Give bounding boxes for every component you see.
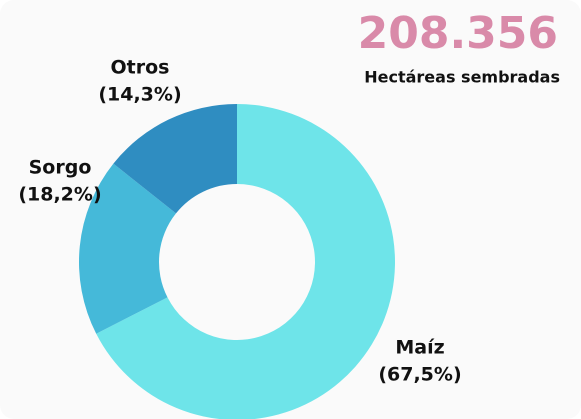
slice xyxy=(113,104,237,214)
slice-value-label: (14,3%) xyxy=(98,84,181,106)
slice-value-label: (18,2%) xyxy=(18,184,101,206)
slice-value-label: (67,5%) xyxy=(378,364,461,386)
slice-label: Otros xyxy=(111,57,170,79)
slice xyxy=(96,104,395,419)
slice-label: Sorgo xyxy=(29,157,92,179)
headline: 208.356 xyxy=(358,8,558,59)
slice-label: Maíz xyxy=(395,337,444,359)
slice xyxy=(79,163,176,334)
subtitle: Hectáreas sembradas xyxy=(364,68,560,87)
